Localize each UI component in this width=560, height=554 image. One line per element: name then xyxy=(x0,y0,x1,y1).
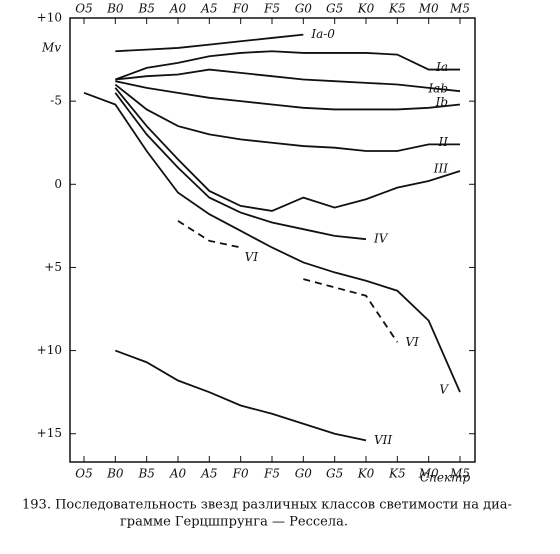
x-tick-label: B0 xyxy=(106,2,124,16)
x-tick-label: F5 xyxy=(263,2,280,16)
x-tick-label: B5 xyxy=(137,467,154,481)
series-label: VII xyxy=(374,433,392,447)
x-tick-label: A5 xyxy=(200,2,217,16)
x-tick-label: K5 xyxy=(388,2,406,16)
series-line xyxy=(114,87,461,212)
y-tick-label: +5 xyxy=(44,260,62,274)
series-label: IV xyxy=(373,232,389,246)
series-label: Ia-0 xyxy=(310,27,335,41)
series-label: II xyxy=(438,135,449,149)
y-axis-label: Mv xyxy=(41,41,61,55)
x-axis-label: Спектр xyxy=(420,471,471,485)
series-line xyxy=(115,33,304,53)
series-label: III xyxy=(433,161,448,175)
series-line xyxy=(115,68,461,93)
x-tick-label: B5 xyxy=(137,2,154,16)
series-label: Iab xyxy=(427,82,448,96)
series-line xyxy=(115,50,460,81)
series-label: Ib xyxy=(435,95,448,109)
x-tick-label: B0 xyxy=(106,467,124,481)
series-line xyxy=(83,91,461,393)
x-tick-label: M0 xyxy=(418,2,439,16)
y-tick-label: +15 xyxy=(37,426,62,440)
series-line xyxy=(177,220,399,343)
caption-line: грамме Герцшпрунга — Рессела. xyxy=(120,515,348,530)
series-line xyxy=(114,83,460,152)
x-tick-label: G5 xyxy=(326,2,343,16)
x-tick-label: K0 xyxy=(357,2,375,16)
series-line xyxy=(115,349,367,442)
x-tick-label: F0 xyxy=(232,467,249,481)
x-tick-label: F0 xyxy=(232,2,249,16)
x-tick-label: G0 xyxy=(295,2,313,16)
y-tick-label: -5 xyxy=(50,94,62,108)
y-tick-label: 0 xyxy=(54,177,62,191)
y-tick-label: +10 xyxy=(37,11,62,25)
caption-line: 193. Последовательность звезд различных … xyxy=(22,498,512,513)
annotation: VI xyxy=(245,250,259,264)
x-tick-label: A5 xyxy=(200,467,217,481)
series-line xyxy=(115,80,461,111)
x-tick-label: M5 xyxy=(449,467,470,481)
series-label: VI xyxy=(405,335,419,349)
x-tick-label: O5 xyxy=(75,2,92,16)
x-tick-label: A0 xyxy=(169,467,187,481)
x-tick-label: O5 xyxy=(75,467,92,481)
x-tick-label: M5 xyxy=(449,2,470,16)
series-line xyxy=(114,92,367,241)
series-label: V xyxy=(439,383,449,397)
y-tick-label: +10 xyxy=(37,343,62,357)
x-tick-label: G5 xyxy=(326,467,343,481)
x-tick-label: M0 xyxy=(418,467,439,481)
series-label: Ia xyxy=(435,60,448,74)
x-tick-label: K5 xyxy=(388,467,406,481)
x-tick-label: A0 xyxy=(169,2,187,16)
x-tick-label: F5 xyxy=(263,467,280,481)
x-tick-label: G0 xyxy=(295,467,313,481)
x-tick-label: K0 xyxy=(357,467,375,481)
